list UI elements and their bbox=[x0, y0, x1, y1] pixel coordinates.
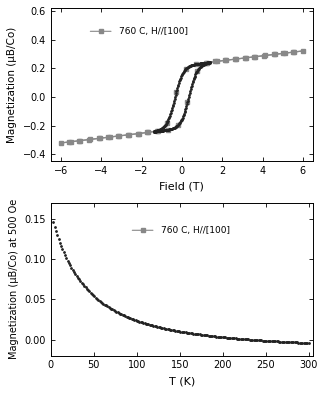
Text: 760 C, H//[100]: 760 C, H//[100] bbox=[161, 226, 230, 235]
Y-axis label: Magnetization (μB/Co) at 500 Oe: Magnetization (μB/Co) at 500 Oe bbox=[9, 199, 19, 359]
X-axis label: T (K): T (K) bbox=[169, 376, 195, 386]
Y-axis label: Magnetization (μB/Co): Magnetization (μB/Co) bbox=[7, 27, 17, 143]
Text: 760 C, H//[100]: 760 C, H//[100] bbox=[119, 27, 188, 36]
X-axis label: Field (T): Field (T) bbox=[160, 182, 204, 192]
